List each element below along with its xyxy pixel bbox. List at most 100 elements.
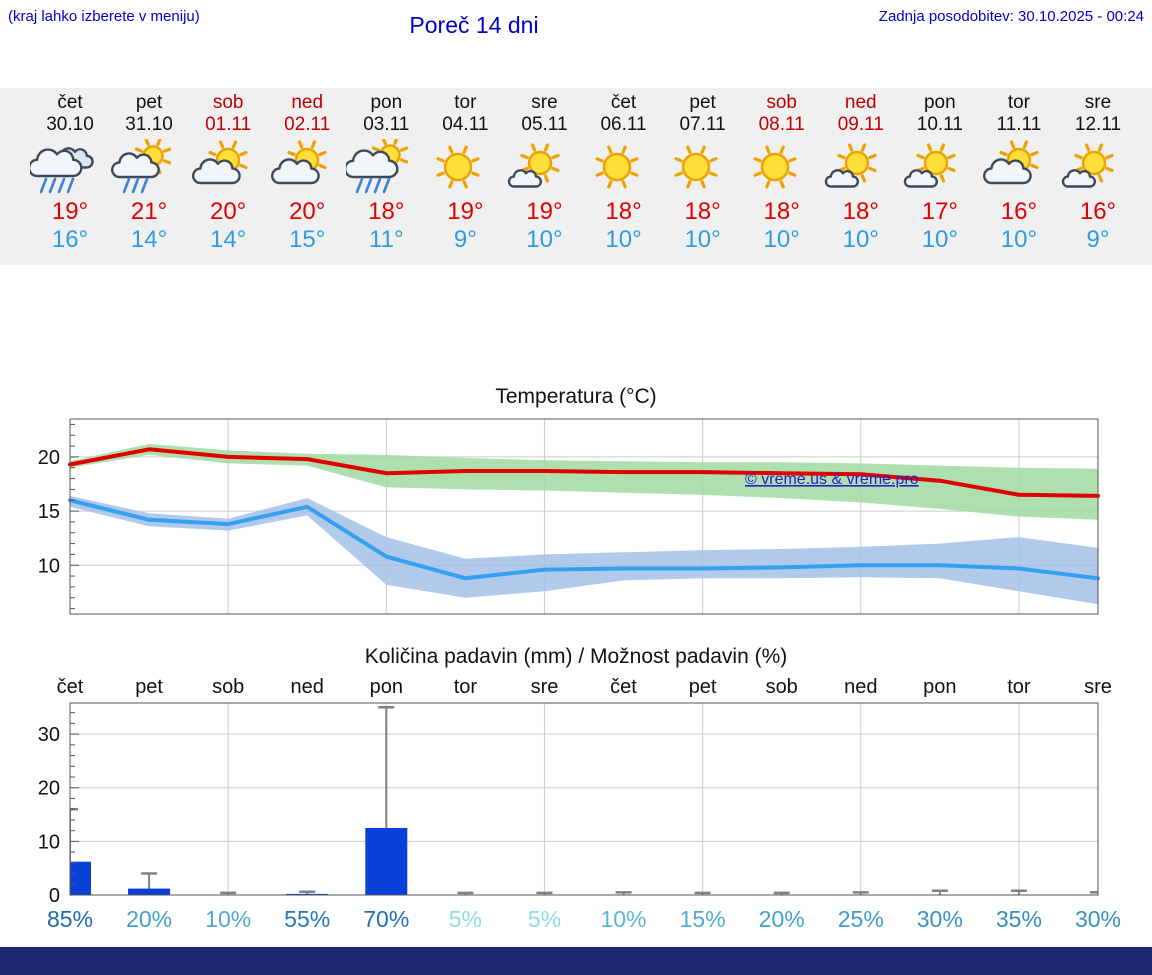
high-temp: 19° xyxy=(447,198,484,225)
day-name: pon xyxy=(370,92,403,113)
svg-text:pet: pet xyxy=(135,676,163,698)
day-date: 10.11 xyxy=(916,114,963,135)
forecast-day-column[interactable]: ned 09.11 18° 10° xyxy=(821,88,901,254)
day-date: 08.11 xyxy=(758,114,805,135)
high-temp: 20° xyxy=(289,198,326,225)
forecast-day-column[interactable]: sre 05.11 19° 10° xyxy=(504,88,584,254)
day-date: 12.11 xyxy=(1074,114,1122,135)
weather-icon-sunny xyxy=(425,139,505,197)
weather-icon-partly-cloudy xyxy=(188,139,268,197)
forecast-day-column[interactable]: pon 10.11 17° 10° xyxy=(900,88,980,254)
precip-probability: 5% xyxy=(449,906,482,932)
high-temp: 16° xyxy=(1079,198,1117,225)
weather-icon-partly-cloudy xyxy=(267,139,347,197)
svg-text:tor: tor xyxy=(454,676,478,698)
weather-icon-showers xyxy=(109,139,189,197)
day-name: ned xyxy=(291,92,324,113)
temperature-chart: 10 15 20 © vreme.us & vreme.pro xyxy=(38,418,1100,615)
svg-text:čet: čet xyxy=(610,676,637,698)
weather-icon-partly-cloudy xyxy=(979,139,1059,197)
weather-icon-rain xyxy=(30,139,110,197)
menu-hint-link[interactable]: (kraj lahko izberete v meniju) xyxy=(8,8,200,25)
day-date: 09.11 xyxy=(837,114,884,135)
forecast-day-column[interactable]: čet 30.10 19° 16° xyxy=(30,88,110,254)
forecast-day-column[interactable]: tor 11.11 16° 10° xyxy=(979,88,1059,254)
svg-text:ned: ned xyxy=(291,676,324,698)
day-name: pet xyxy=(135,92,163,113)
header: (kraj lahko izberete v meniju) Poreč 14 … xyxy=(0,0,1152,45)
day-date: 02.11 xyxy=(284,114,331,135)
weather-icon-rain-sun xyxy=(346,139,426,197)
day-date: 04.11 xyxy=(442,114,489,135)
svg-text:sob: sob xyxy=(766,676,798,698)
day-name: ned xyxy=(844,92,877,113)
high-temp: 19° xyxy=(51,198,89,225)
svg-text:čet: čet xyxy=(57,676,84,698)
precip-probability: 20% xyxy=(126,906,172,932)
forecast-day-column[interactable]: čet 06.11 18° 10° xyxy=(584,88,664,254)
weather-icon-mostly-sunny xyxy=(821,139,901,197)
precip-probability: 5% xyxy=(528,906,561,932)
watermark-link[interactable]: © vreme.us & vreme.pro xyxy=(745,471,919,488)
precip-probability: 25% xyxy=(838,906,884,932)
low-temp: 10° xyxy=(921,226,958,253)
forecast-day-column[interactable]: tor 04.11 19° 9° xyxy=(425,88,505,254)
svg-text:pon: pon xyxy=(923,676,956,698)
day-name: čet xyxy=(610,92,637,113)
precipitation-chart-title: Količina padavin (mm) / Možnost padavin … xyxy=(364,645,788,668)
day-date: 01.11 xyxy=(205,114,252,135)
precip-probability: 20% xyxy=(759,906,805,932)
low-temp: 16° xyxy=(51,226,89,253)
day-name: pet xyxy=(689,92,716,113)
forecast-day-column[interactable]: pon 03.11 18° 11° xyxy=(346,88,426,254)
svg-text:sre: sre xyxy=(531,676,559,698)
high-temp: 20° xyxy=(209,198,247,225)
low-temp: 14° xyxy=(130,226,168,253)
precip-probability: 10% xyxy=(205,906,251,932)
day-name: sob xyxy=(212,92,244,113)
forecast-day-column[interactable]: sob 01.11 20° 14° xyxy=(188,88,268,254)
svg-text:20: 20 xyxy=(38,447,60,469)
svg-text:20: 20 xyxy=(38,778,60,800)
precipitation-chart: čet pet sob ned pon tor sre čet pet sob ned pon tor s… xyxy=(38,676,1121,932)
high-temp: 18° xyxy=(605,198,642,225)
day-name: čet xyxy=(57,92,83,113)
high-temp: 18° xyxy=(842,198,879,225)
day-date: 05.11 xyxy=(521,114,568,135)
low-temp: 15° xyxy=(289,226,326,253)
day-date: 03.11 xyxy=(363,114,410,135)
svg-text:sre: sre xyxy=(1084,676,1112,698)
forecast-day-column[interactable]: pet 31.10 21° 14° xyxy=(109,88,189,254)
svg-text:ned: ned xyxy=(844,676,877,698)
precip-probability: 10% xyxy=(600,906,646,932)
low-temp: 10° xyxy=(842,226,879,253)
page-title: Poreč 14 dni xyxy=(409,12,539,38)
high-temp: 19° xyxy=(526,198,563,225)
precip-probability: 30% xyxy=(1075,906,1121,932)
forecast-day-column[interactable]: pet 07.11 18° 10° xyxy=(663,88,743,254)
high-temp: 18° xyxy=(684,198,721,225)
forecast-day-column[interactable]: sob 08.11 18° 10° xyxy=(742,88,822,254)
temperature-chart-title: Temperatura (°C) xyxy=(495,385,657,408)
svg-text:10: 10 xyxy=(38,555,60,577)
day-date: 31.10 xyxy=(125,114,173,135)
last-update-text: Zadnja posodobitev: 30.10.2025 - 00:24 xyxy=(878,8,1144,25)
day-name: sob xyxy=(766,92,797,113)
precip-probability: 30% xyxy=(917,906,963,932)
precip-probability: 35% xyxy=(996,906,1042,932)
forecast-day-column[interactable]: sre 12.11 16° 9° xyxy=(1058,88,1138,254)
high-temp: 17° xyxy=(921,198,958,225)
forecast-day-column[interactable]: ned 02.11 20° 15° xyxy=(267,88,347,254)
high-temp: 18° xyxy=(368,198,405,225)
weather-icon-sunny xyxy=(742,139,822,197)
svg-text:15: 15 xyxy=(38,501,60,523)
high-temp: 16° xyxy=(1000,198,1038,225)
day-name: tor xyxy=(1007,92,1031,113)
high-temp: 21° xyxy=(130,198,168,225)
day-name: sre xyxy=(1084,92,1112,113)
weather-icon-mostly-sunny xyxy=(1058,139,1138,197)
svg-text:pon: pon xyxy=(370,676,403,698)
svg-text:tor: tor xyxy=(1007,676,1031,698)
precipitation-chart-section: Količina padavin (mm) / Možnost padavin … xyxy=(0,645,1152,937)
day-name: tor xyxy=(454,92,477,113)
